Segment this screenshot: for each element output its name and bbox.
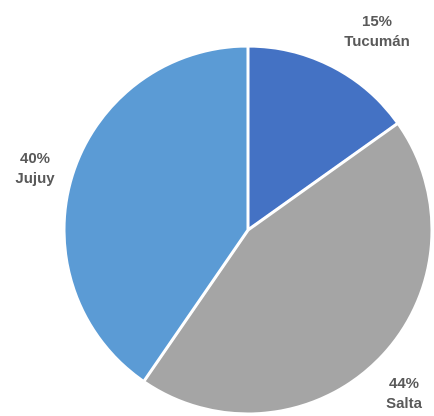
data-label-jujuy: 40% Jujuy [0,149,70,189]
data-label-salta-percent: 44% [388,375,420,392]
pie-slice-tucuman [246,44,400,232]
data-label-tucuman: 15% Tucumán [332,12,422,52]
data-label-tucuman-category: Tucumán [344,33,410,50]
data-label-salta: 44% Salta [374,374,434,414]
data-label-jujuy-category: Jujuy [15,170,55,187]
pie-slice-salta [142,121,434,416]
data-label-salta-category: Salta [386,395,422,412]
pie-slice-jujuy [62,44,250,384]
pie-slices [62,44,434,416]
data-label-jujuy-percent: 40% [19,150,51,167]
data-label-tucuman-percent: 15% [361,13,393,30]
